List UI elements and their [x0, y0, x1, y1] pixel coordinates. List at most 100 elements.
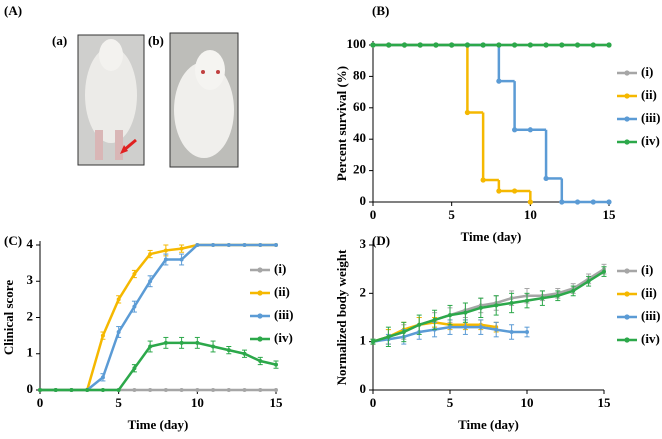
marker — [242, 243, 247, 247]
marker — [480, 177, 486, 183]
marker — [148, 388, 153, 392]
marker — [132, 272, 137, 276]
series-line — [40, 243, 276, 392]
legend-label: (iii) — [641, 110, 661, 125]
legend-marker — [624, 116, 630, 122]
marker — [527, 199, 533, 205]
marker — [463, 325, 468, 330]
legend-marker — [624, 139, 630, 145]
legend-label: (i) — [641, 262, 653, 277]
marker — [242, 351, 247, 356]
legend-marker — [624, 70, 630, 76]
photo-b — [169, 32, 239, 168]
photo-label: (a) — [52, 33, 67, 48]
series-line — [40, 243, 276, 392]
marker — [543, 42, 549, 48]
x-tick-label: 15 — [598, 395, 612, 410]
marker — [606, 199, 612, 205]
marker — [480, 42, 486, 48]
y-tick-label: 0 — [360, 193, 367, 208]
y-tick-label: 40 — [353, 130, 366, 145]
y-tick-label: 2 — [360, 284, 367, 299]
x-tick-label: 5 — [115, 395, 122, 410]
marker — [543, 175, 549, 182]
legend-label: (iii) — [641, 308, 661, 323]
marker — [179, 257, 184, 262]
marker — [574, 199, 581, 205]
marker — [100, 333, 105, 338]
marker — [496, 42, 502, 48]
legend-label: (i) — [641, 64, 653, 79]
marker — [511, 42, 518, 48]
legend-marker — [624, 337, 630, 343]
x-tick-label: 0 — [370, 395, 377, 410]
marker — [226, 348, 231, 353]
marker — [370, 42, 376, 48]
legend-label: (iv) — [274, 330, 293, 345]
marker — [555, 293, 560, 298]
y-axis-title: Clinical score — [1, 280, 16, 355]
marker — [195, 243, 200, 247]
marker — [274, 388, 278, 392]
legend-label: (i) — [274, 261, 286, 276]
marker — [606, 42, 612, 48]
marker — [401, 42, 408, 48]
marker — [590, 42, 596, 48]
marker — [211, 344, 216, 349]
legend-marker — [624, 93, 630, 99]
marker — [85, 388, 90, 392]
y-tick-label: 3 — [27, 272, 34, 287]
legend-marker — [257, 290, 263, 296]
y-tick-label: 1 — [27, 345, 34, 360]
marker — [448, 325, 452, 330]
y-tick-label: 80 — [353, 67, 366, 82]
legend-label: (ii) — [274, 284, 290, 299]
legend-marker — [257, 336, 263, 342]
y-tick-label: 0 — [360, 381, 367, 396]
legend-marker — [257, 313, 263, 319]
marker — [148, 279, 153, 284]
marker — [195, 388, 200, 392]
marker — [496, 78, 502, 84]
y-tick-label: 2 — [27, 308, 34, 323]
x-axis-title: Time (day) — [461, 229, 522, 244]
marker — [116, 297, 121, 302]
marker — [448, 313, 452, 318]
marker — [258, 243, 263, 247]
marker — [258, 359, 263, 363]
marker — [478, 325, 483, 330]
legend-label: (iii) — [274, 307, 294, 322]
marker — [242, 388, 247, 392]
marker — [401, 330, 406, 334]
marker — [417, 322, 422, 327]
marker — [116, 388, 121, 392]
marker — [590, 199, 596, 205]
y-tick-label: 60 — [353, 99, 366, 114]
marker — [179, 388, 184, 392]
marker — [496, 188, 502, 194]
legend-marker — [624, 291, 630, 297]
marker — [386, 334, 391, 339]
x-tick-label: 0 — [370, 207, 377, 222]
marker — [417, 42, 423, 48]
photo-a — [77, 34, 145, 166]
marker — [132, 366, 137, 371]
legend-label: (iv) — [641, 133, 660, 148]
marker — [226, 243, 231, 247]
marker — [586, 279, 591, 284]
y-tick-label: 1 — [360, 333, 367, 348]
marker — [132, 304, 137, 309]
panel-label: (A) — [4, 3, 22, 18]
y-tick-label: 20 — [353, 162, 366, 177]
marker — [371, 339, 375, 344]
marker — [274, 243, 278, 247]
x-tick-label: 10 — [524, 207, 537, 222]
y-axis-title: Normalized body weight — [334, 249, 349, 385]
legend-marker — [257, 267, 263, 273]
x-tick-label: 10 — [191, 395, 204, 410]
marker — [509, 301, 514, 305]
marker — [571, 288, 576, 293]
marker — [509, 330, 514, 334]
x-axis-title: Time (day) — [128, 417, 189, 432]
panel-label: (C) — [4, 233, 22, 248]
